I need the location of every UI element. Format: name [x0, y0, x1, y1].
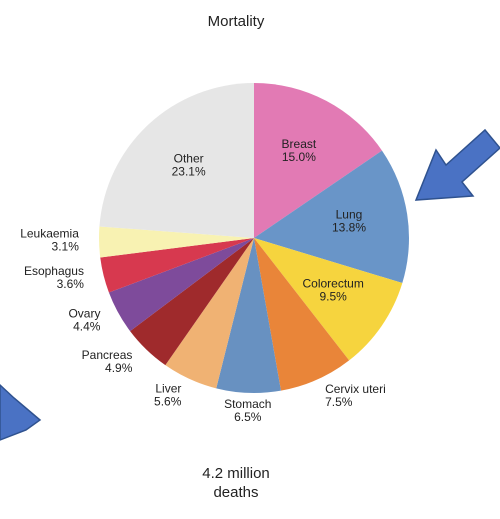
slice-name: Ovary: [68, 306, 100, 320]
slice-label: Breast 15.0%: [282, 137, 317, 164]
slice-value: 3.6%: [57, 277, 85, 291]
slice-value: 6.5%: [234, 410, 262, 424]
slice-label: Cervix uteri 7.5%: [325, 382, 386, 409]
slice-value: 13.8%: [332, 220, 366, 234]
slice-value: 9.5%: [320, 289, 348, 303]
slice-label: Stomach 6.5%: [224, 397, 271, 424]
slice-label: Lung 13.8%: [332, 207, 366, 234]
pie-slice: [254, 238, 350, 391]
pie-slice: [130, 238, 254, 366]
pie-slice: [216, 238, 281, 393]
pie-slice: [254, 150, 410, 284]
slice-value: 4.9%: [105, 361, 133, 375]
slice-name: Liver: [155, 381, 181, 395]
slice-name: Esophagus: [24, 264, 84, 278]
slice-label: Ovary 4.4%: [68, 306, 100, 333]
arrow: [414, 128, 500, 201]
slice-name: Stomach: [224, 397, 271, 411]
pie-slice: [108, 238, 254, 332]
slice-name: Leukaemia: [20, 227, 79, 241]
slice-name: Lung: [336, 207, 363, 221]
slice-name: Other: [174, 152, 204, 166]
pie-slice: [254, 238, 403, 361]
chart-title: Mortality: [208, 13, 265, 30]
slice-name: Breast: [282, 137, 317, 151]
slice-value: 7.5%: [325, 395, 353, 409]
pie-slice: [254, 83, 382, 238]
slice-name: Cervix uteri: [325, 382, 386, 396]
slice-value: 4.4%: [73, 319, 101, 333]
slice-label: Esophagus 3.6%: [24, 264, 84, 291]
annotation: deaths: [213, 484, 258, 501]
arrow: [0, 383, 42, 441]
slice-label: Leukaemia 3.1%: [20, 227, 79, 254]
slice-value: 15.0%: [282, 150, 316, 164]
slice-label: Other 23.1%: [172, 152, 206, 179]
slice-name: Pancreas: [82, 348, 133, 362]
slice-label: Liver 5.6%: [154, 381, 182, 408]
slice-label: Colorectum 9.5%: [303, 276, 364, 303]
annotation: 4.2 million: [202, 465, 270, 482]
slice-value: 3.1%: [52, 240, 80, 254]
slice-value: 5.6%: [154, 394, 182, 408]
pie-slice: [99, 226, 254, 258]
slice-label: Pancreas 4.9%: [82, 348, 133, 375]
pie-slice: [99, 83, 255, 238]
slice-name: Colorectum: [303, 276, 364, 290]
slice-value: 23.1%: [172, 165, 206, 179]
pie-slice: [100, 238, 255, 293]
pie-slice: [165, 238, 254, 389]
